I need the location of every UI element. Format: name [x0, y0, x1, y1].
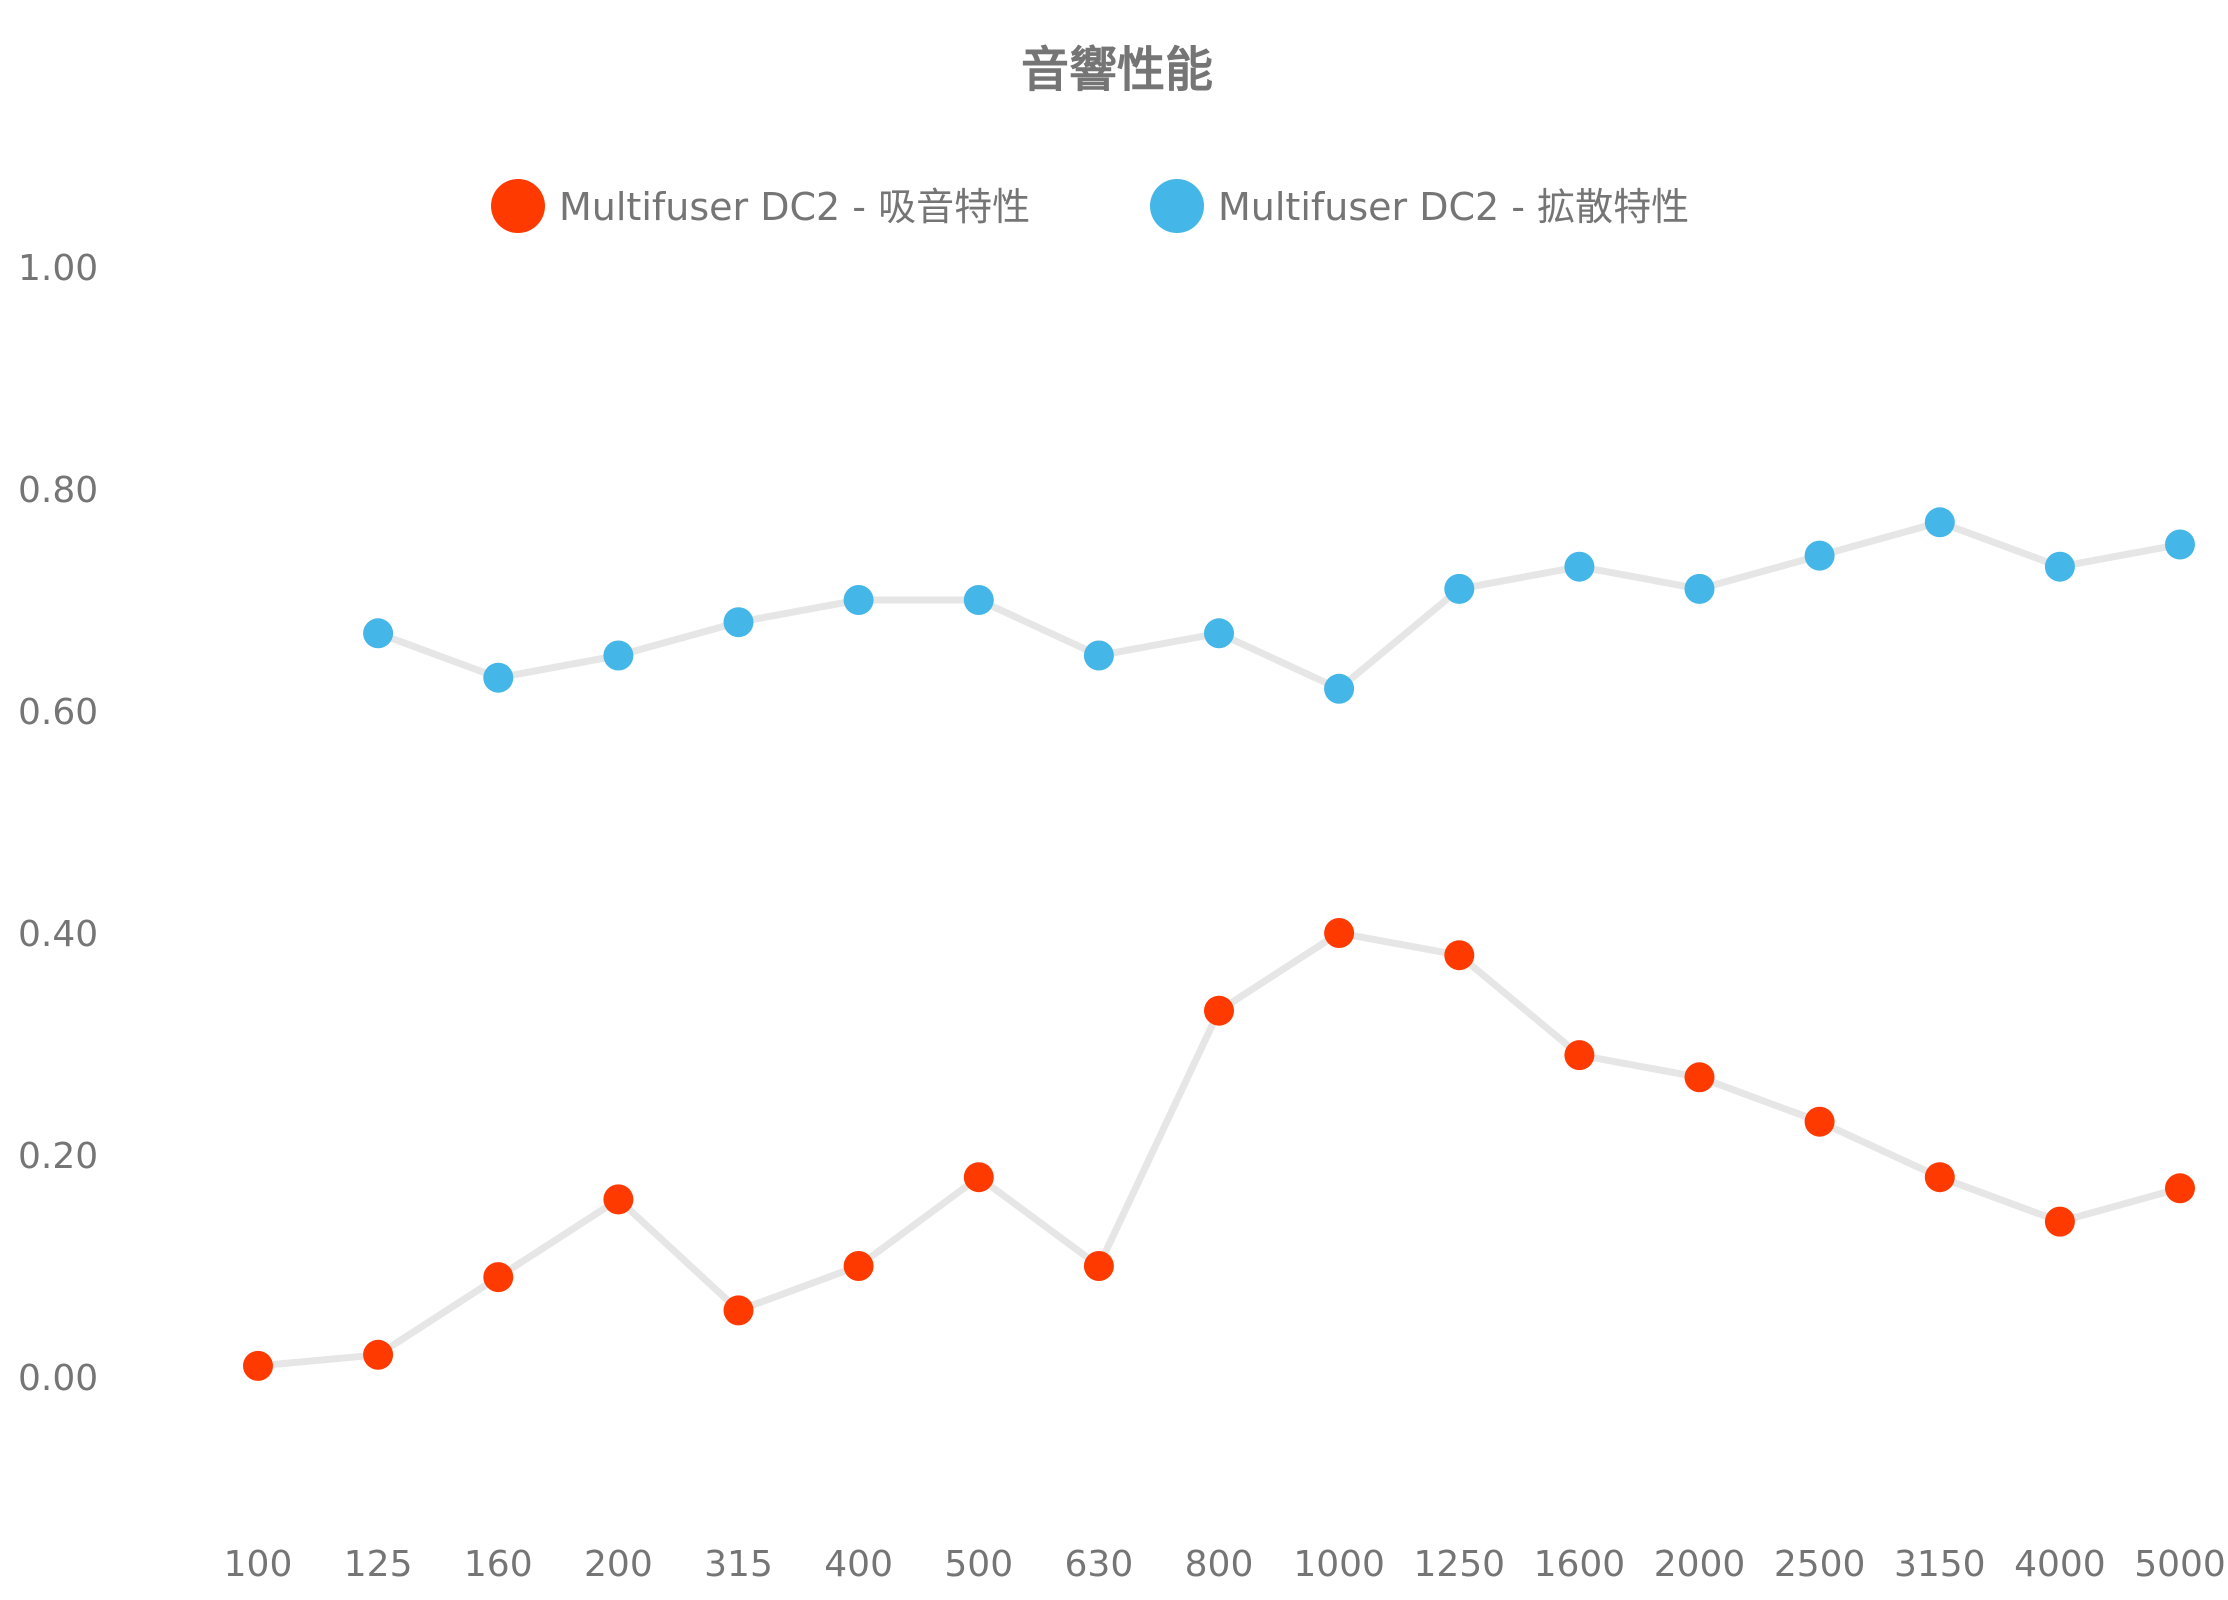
data-point-1[interactable] [1684, 573, 1715, 604]
y-tick-label: 1.00 [18, 248, 98, 289]
data-point-0[interactable] [1684, 1062, 1715, 1093]
data-point-0[interactable] [2165, 1173, 2195, 1204]
data-point-0[interactable] [963, 1162, 994, 1193]
series-lines [254, 518, 2184, 1370]
x-tick-label: 4000 [2014, 1544, 2106, 1585]
y-tick-label: 0.20 [18, 1136, 98, 1177]
data-point-0[interactable] [483, 1262, 514, 1293]
data-point-0[interactable] [1083, 1251, 1114, 1281]
data-point-1[interactable] [1564, 551, 1595, 582]
legend-item-diffusion[interactable]: Multifuser DC2 - 拡散特性 [1150, 179, 1689, 233]
data-point-1[interactable] [2044, 551, 2075, 582]
x-tick-label: 1250 [1413, 1544, 1505, 1585]
x-tick-label: 500 [944, 1544, 1013, 1585]
data-point-1[interactable] [963, 585, 994, 615]
x-tick-label: 200 [584, 1544, 653, 1585]
series-points [243, 507, 2195, 1381]
data-point-1[interactable] [1444, 573, 1475, 604]
data-point-0[interactable] [1564, 1040, 1595, 1071]
legend-item-absorption[interactable]: Multifuser DC2 - 吸音特性 [491, 179, 1030, 233]
data-point-1[interactable] [723, 607, 754, 638]
x-axis: 100 125 160 200 315 400 500 630 800 1000 1250 1600 2… [224, 1544, 2226, 1585]
x-tick-label: 400 [824, 1544, 893, 1585]
legend-label-absorption: Multifuser DC2 - 吸音特性 [559, 185, 1030, 229]
y-tick-label: 0.80 [18, 470, 98, 511]
legend-label-diffusion: Multifuser DC2 - 拡散特性 [1218, 185, 1689, 229]
data-point-1[interactable] [1804, 540, 1835, 571]
series-line-1 [374, 518, 2184, 693]
x-tick-label: 3150 [1894, 1544, 1986, 1585]
x-tick-label: 630 [1065, 1544, 1134, 1585]
data-point-0[interactable] [363, 1339, 394, 1370]
data-point-1[interactable] [1324, 673, 1355, 704]
data-point-1[interactable] [843, 585, 874, 615]
y-axis: 1.00 0.80 0.60 0.40 0.20 0.00 [18, 248, 98, 1399]
y-tick-label: 0.60 [18, 692, 98, 733]
x-tick-label: 1600 [1534, 1544, 1626, 1585]
data-point-0[interactable] [1444, 940, 1475, 971]
x-tick-label: 160 [464, 1544, 533, 1585]
legend-marker-diffusion [1150, 179, 1204, 233]
data-point-1[interactable] [363, 618, 394, 649]
data-point-0[interactable] [723, 1295, 754, 1326]
y-tick-label: 0.40 [18, 914, 98, 955]
legend-marker-absorption [491, 179, 545, 233]
data-point-1[interactable] [1204, 618, 1234, 649]
x-tick-label: 100 [224, 1544, 293, 1585]
x-tick-label: 2000 [1654, 1544, 1746, 1585]
x-tick-label: 315 [704, 1544, 773, 1585]
x-tick-label: 800 [1185, 1544, 1254, 1585]
data-point-0[interactable] [1804, 1106, 1835, 1137]
data-point-0[interactable] [1924, 1162, 1955, 1193]
x-tick-label: 5000 [2134, 1544, 2226, 1585]
data-point-1[interactable] [2165, 529, 2195, 560]
y-tick-label: 0.00 [18, 1358, 98, 1399]
data-point-1[interactable] [483, 662, 514, 693]
x-tick-label: 2500 [1774, 1544, 1866, 1585]
chart-title: 音響性能 [1021, 42, 1213, 98]
legend: Multifuser DC2 - 吸音特性 Multifuser DC2 - 拡… [491, 179, 1689, 233]
x-tick-label: 1000 [1293, 1544, 1385, 1585]
x-tick-label: 125 [344, 1544, 413, 1585]
data-point-1[interactable] [1083, 640, 1114, 671]
data-point-0[interactable] [603, 1184, 634, 1215]
data-point-0[interactable] [843, 1251, 874, 1281]
data-point-1[interactable] [603, 640, 634, 671]
data-point-0[interactable] [1204, 995, 1234, 1026]
data-point-0[interactable] [1324, 918, 1355, 948]
data-point-1[interactable] [1924, 507, 1955, 538]
data-point-0[interactable] [2044, 1206, 2075, 1237]
data-point-0[interactable] [243, 1350, 273, 1381]
